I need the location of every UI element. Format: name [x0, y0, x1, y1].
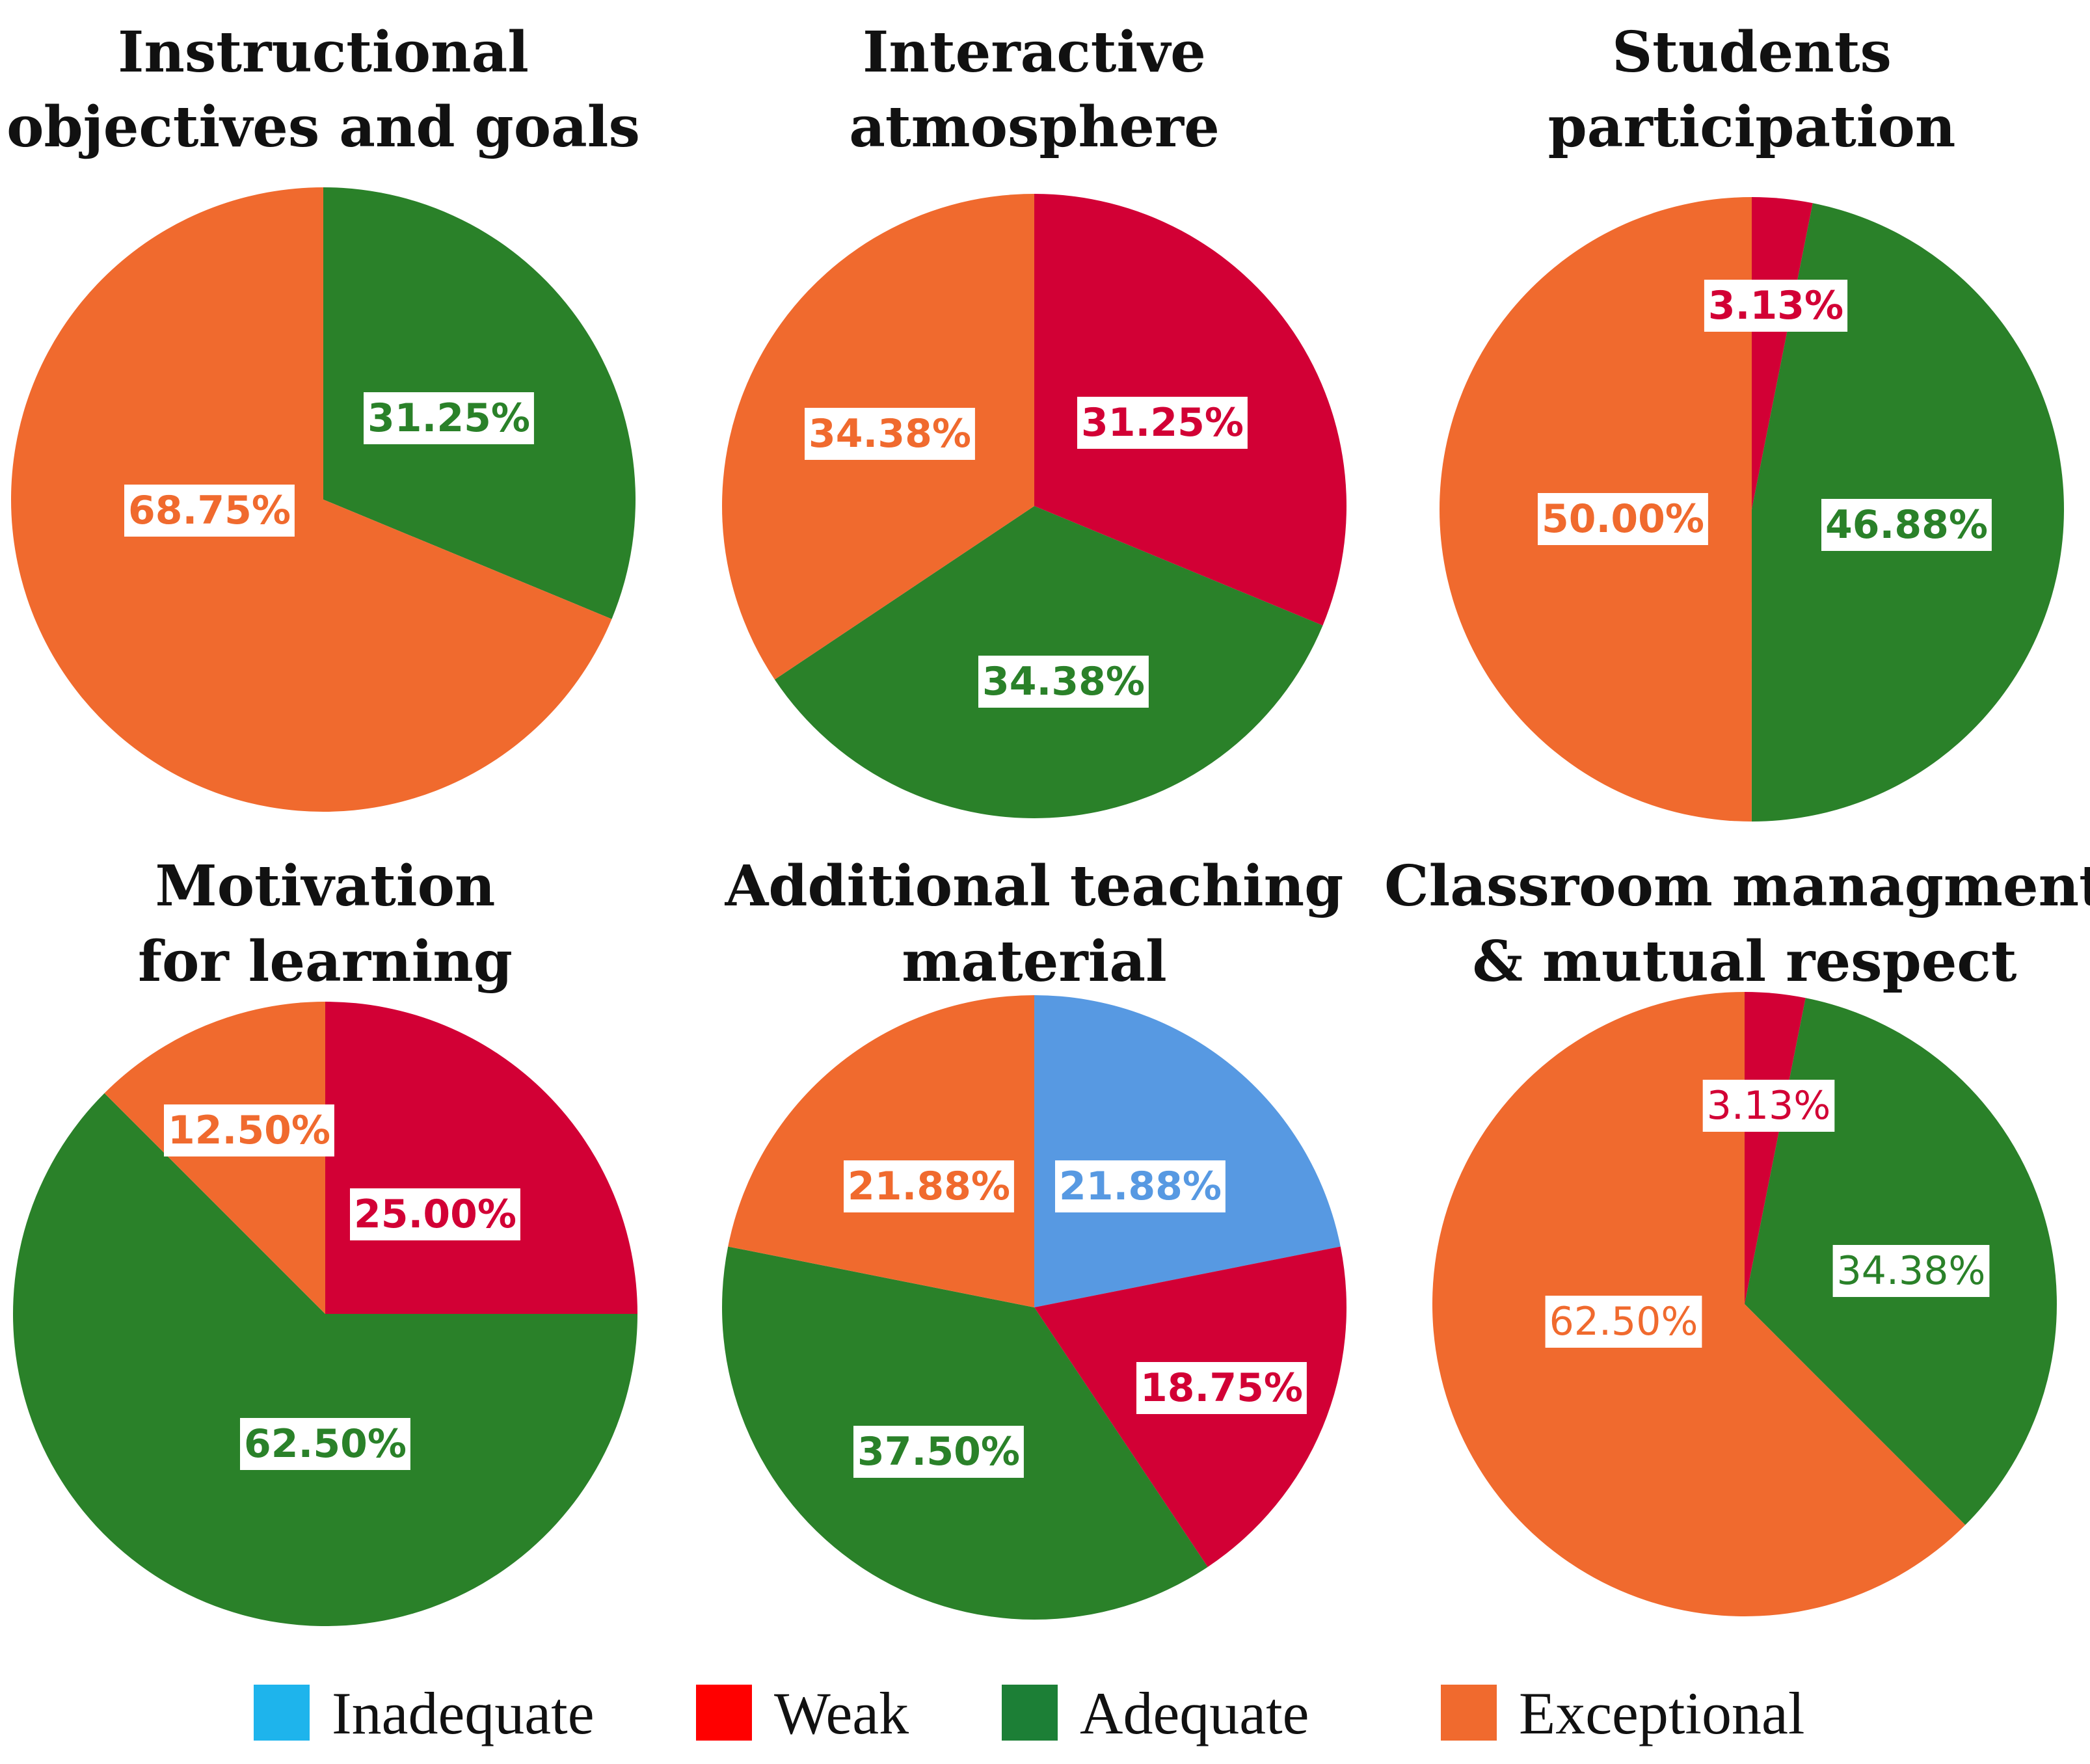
chart-title-line: for learning	[138, 929, 513, 995]
data-label-text: 12.50%	[168, 1108, 330, 1153]
data-label-box	[844, 1160, 1014, 1212]
data-label-box	[1832, 1245, 1990, 1297]
pie-slice-weak	[1752, 197, 1813, 509]
data-label-exceptional: 62.50%	[1545, 1296, 1702, 1348]
pie-slice-exceptional	[10, 187, 612, 812]
chart-title-line: Instructional	[118, 20, 529, 85]
data-label-text: 62.50%	[244, 1421, 407, 1467]
data-label-adequate: 34.38%	[1832, 1245, 1990, 1297]
data-label-text: 34.38%	[1837, 1248, 1986, 1294]
chart-title-line: objectives and goals	[7, 94, 640, 160]
data-label-box	[350, 1188, 520, 1240]
data-label-box	[853, 1426, 1024, 1478]
pie-chart-instructional-objectives-and-goals: Instructional objectives and goals 31.25% 6…	[7, 20, 640, 812]
legend-swatch	[696, 1685, 752, 1741]
legend-label: Inadequate	[332, 1680, 595, 1746]
legend-label: Adequate	[1080, 1680, 1309, 1746]
data-label-box	[1136, 1362, 1307, 1414]
pie-chart-motivation-for-learning: Motivation for learning 25.00% 62.50% 12.50%	[12, 853, 638, 1627]
chart-title-line: Students	[1612, 20, 1892, 85]
data-label-text: 31.25%	[1081, 400, 1244, 446]
data-label-text: 3.13%	[1707, 1083, 1831, 1129]
pie-slice-inadequate	[1034, 995, 1341, 1307]
data-label-text: 37.50%	[857, 1429, 1020, 1475]
data-label-adequate: 62.50%	[240, 1418, 410, 1470]
data-label-text: 46.88%	[1825, 502, 1988, 548]
data-label-text: 50.00%	[1542, 496, 1704, 542]
data-label-text: 21.88%	[1059, 1164, 1222, 1209]
data-label-weak: 3.13%	[1704, 280, 1848, 332]
chart-title-line: Interactive	[863, 20, 1206, 85]
data-label-box	[1545, 1296, 1702, 1348]
data-label-text: 34.38%	[809, 411, 971, 457]
chart-title-line: participation	[1548, 94, 1956, 160]
data-label-adequate: 37.50%	[853, 1426, 1024, 1478]
data-label-box	[1055, 1160, 1226, 1212]
pie-slice-adequate	[12, 1093, 638, 1627]
pie-slice-exceptional	[104, 1002, 325, 1314]
pie-chart-interactive-atmosphere: Interactive atmosphere 31.25% 34.38% 34.38%	[722, 20, 1347, 819]
data-label-adequate: 34.38%	[978, 656, 1149, 708]
legend-label: Weak	[774, 1680, 909, 1746]
legend-swatch	[1441, 1685, 1497, 1741]
chart-title-line: & mutual respect	[1472, 929, 2016, 995]
pie-chart-students-participation: Students participation 3.13% 46.88% 50.00%	[1440, 20, 2065, 822]
data-label-adequate: 46.88%	[1821, 499, 1992, 551]
legend-item-inadequate: Inadequate	[254, 1680, 595, 1746]
legend: Inadequate Weak Adequate Exceptional	[254, 1680, 1804, 1746]
charts-layer: Instructional objectives and goals 31.25% 6…	[7, 20, 2090, 1627]
data-label-text: 34.38%	[982, 659, 1145, 704]
data-label-text: 68.75%	[128, 488, 291, 533]
pie-slice-weak	[325, 1002, 637, 1314]
data-label-box	[978, 656, 1149, 708]
data-label-box	[1704, 280, 1848, 332]
data-label-text: 21.88%	[848, 1164, 1010, 1209]
data-label-box	[1821, 499, 1992, 551]
legend-item-weak: Weak	[696, 1680, 909, 1746]
data-label-weak: 31.25%	[1077, 397, 1248, 449]
data-label-box	[1538, 493, 1708, 545]
data-label-text: 62.50%	[1549, 1299, 1698, 1344]
chart-title-line: Additional teaching	[725, 853, 1344, 919]
data-label-text: 3.13%	[1708, 283, 1843, 328]
data-label-box	[805, 408, 975, 460]
data-label-text: 18.75%	[1140, 1365, 1303, 1411]
chart-title-line: material	[902, 929, 1167, 995]
legend-item-exceptional: Exceptional	[1441, 1680, 1804, 1746]
data-label-adequate: 31.25%	[364, 392, 534, 444]
data-label-weak: 3.13%	[1702, 1080, 1835, 1132]
data-label-box	[124, 485, 295, 537]
chart-title-line: Classroom managment	[1384, 853, 2090, 919]
data-label-inadequate: 21.88%	[1055, 1160, 1226, 1212]
data-label-text: 31.25%	[368, 395, 530, 441]
chart-title-line: atmosphere	[849, 94, 1220, 160]
data-label-exceptional: 21.88%	[844, 1160, 1014, 1212]
data-label-exceptional: 50.00%	[1538, 493, 1708, 545]
data-label-exceptional: 34.38%	[805, 408, 975, 460]
data-label-weak: 25.00%	[350, 1188, 520, 1240]
data-label-exceptional: 12.50%	[164, 1104, 334, 1156]
legend-item-adequate: Adequate	[1002, 1680, 1309, 1746]
data-label-box	[164, 1104, 334, 1156]
pie-slice-exceptional	[728, 995, 1034, 1307]
data-label-box	[364, 392, 534, 444]
data-label-text: 25.00%	[354, 1192, 516, 1237]
chart-title-line: Motivation	[155, 853, 496, 919]
data-label-exceptional: 68.75%	[124, 485, 295, 537]
legend-swatch	[1002, 1685, 1058, 1741]
legend-swatch	[254, 1685, 310, 1741]
pie-chart-additional-teaching-material: Additional teaching material 21.88% 18.75% 3…	[722, 853, 1346, 1620]
legend-label: Exceptional	[1519, 1680, 1804, 1746]
data-label-weak: 18.75%	[1136, 1362, 1307, 1414]
data-label-box	[240, 1418, 410, 1470]
pie-chart-classroom-managment-mutual-respect: Classroom managment & mutual respect 3.13%…	[1384, 853, 2090, 1617]
data-label-box	[1702, 1080, 1835, 1132]
data-label-box	[1077, 397, 1248, 449]
pie-slice-weak	[1745, 992, 1806, 1304]
